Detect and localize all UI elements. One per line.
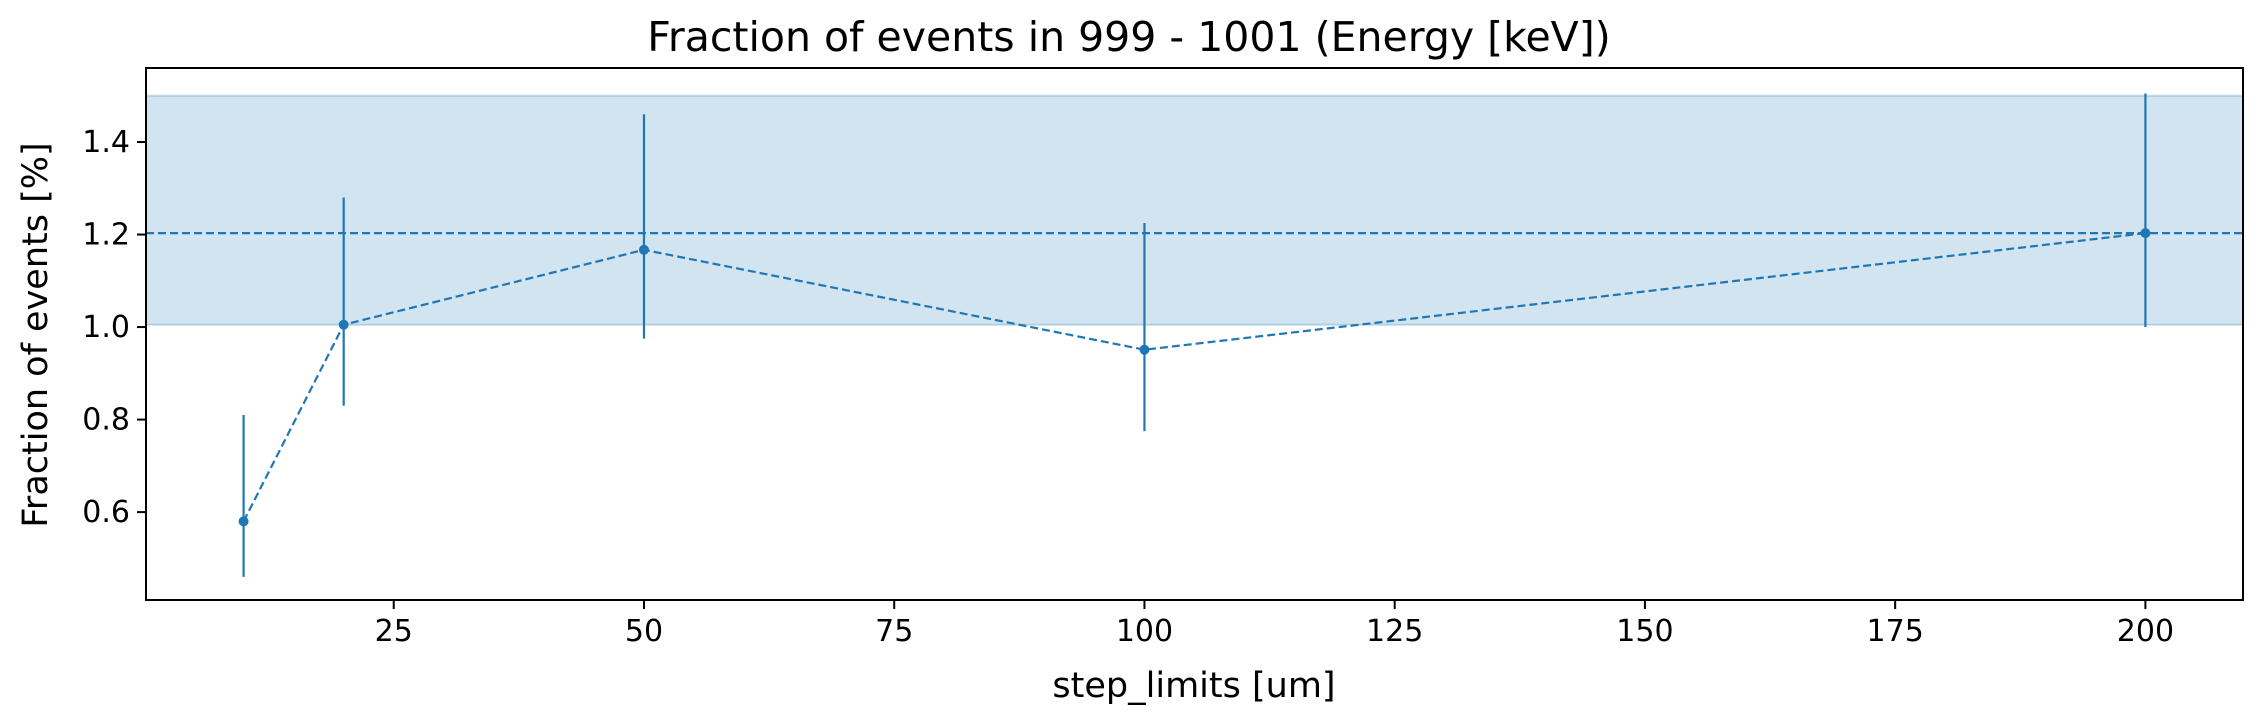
y-tick-label: 0.6	[82, 495, 130, 530]
y-axis-label: Fraction of events [%]	[16, 142, 56, 527]
x-axis-label: step_limits [um]	[1052, 666, 1335, 706]
x-tick-label: 200	[2117, 614, 2174, 649]
x-tick-label: 125	[1366, 614, 1423, 649]
x-tick-label: 100	[1116, 614, 1173, 649]
reference-band	[145, 94, 2244, 326]
plot-area: 25 50 75 100 125 150 175 200 0.6 0.8 1.0 1.2 1.4	[82, 67, 2244, 649]
data-point	[638, 244, 649, 255]
data-point	[1139, 344, 1150, 355]
y-tick-label: 1.0	[82, 310, 130, 345]
y-tick-label: 1.4	[82, 125, 130, 160]
x-tick-label: 75	[875, 614, 913, 649]
x-tick-label: 25	[375, 614, 413, 649]
y-tick-label: 1.2	[82, 218, 130, 253]
axes-frame	[145, 67, 2244, 601]
x-tick-label: 175	[1867, 614, 1924, 649]
x-tick-label: 50	[625, 614, 663, 649]
data-point	[338, 319, 349, 330]
chart-title: Fraction of events in 999 - 1001 (Energy…	[647, 13, 1610, 61]
data-point	[238, 516, 249, 527]
y-tick-label: 0.8	[82, 403, 130, 438]
data-point	[2140, 228, 2151, 239]
x-tick-label: 150	[1616, 614, 1673, 649]
